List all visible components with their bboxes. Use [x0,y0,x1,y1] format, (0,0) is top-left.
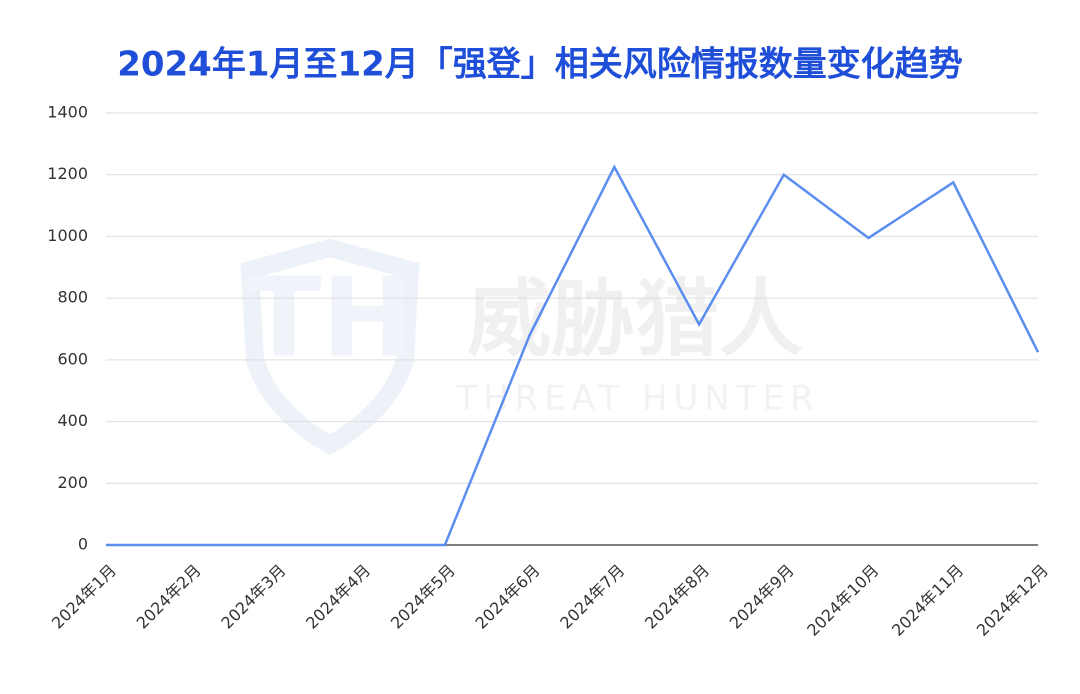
y-tick-label: 1200 [47,164,88,183]
watermark-text: 威胁猎人 [467,270,803,368]
y-tick-label: 400 [57,411,88,430]
data-line [106,164,1040,547]
watermark-shield [240,238,420,456]
x-tick-label: 2024年6月 [472,561,544,633]
x-tick-label: 2024年5月 [387,561,459,633]
chart-title: 2024年1月至12月「强登」相关风险情报数量变化趋势 [117,45,963,85]
x-tick-label: 2024年1月 [48,561,120,633]
x-tick-label: 2024年4月 [302,561,374,633]
x-tick-label: 2024年7月 [556,561,628,633]
y-tick-label: 0 [78,535,88,554]
x-tick-label: 2024年11月 [888,561,967,640]
x-tick-label: 2024年10月 [803,561,882,640]
y-tick-label: 800 [57,288,88,307]
x-tick-label: 2024年3月 [217,561,289,633]
x-tick-label: 2024年8月 [641,561,713,633]
y-tick-label: 600 [57,349,88,368]
y-tick-label: 1400 [47,103,88,122]
x-tick-label: 2024年2月 [133,561,205,633]
watermark-subtext: THREAT HUNTER [455,379,819,419]
watermark-logo: TH [246,253,413,381]
y-tick-label: 1000 [47,226,88,245]
watermark: TH 威胁猎人 THREAT HUNTER [240,238,819,456]
x-tick-label: 2024年12月 [973,561,1052,640]
x-tick-label: 2024年9月 [726,561,798,633]
y-tick-label: 200 [57,473,88,492]
